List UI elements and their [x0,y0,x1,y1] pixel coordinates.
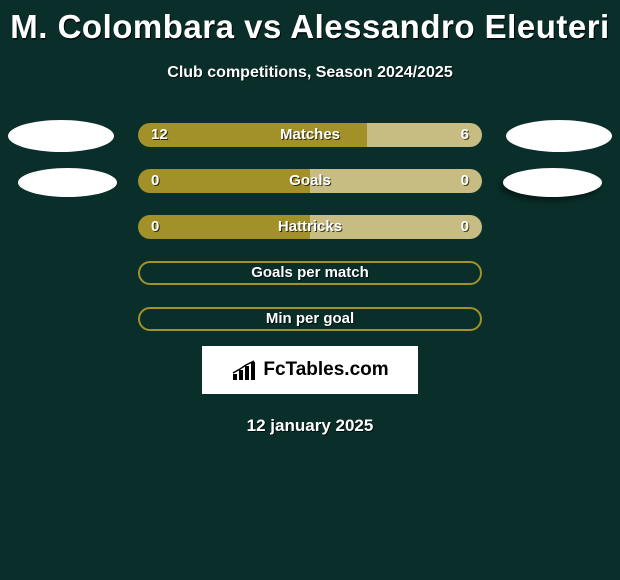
stat-row: 0 0 Hattricks [0,212,620,258]
stat-row: 12 6 Matches [0,120,620,166]
player-left-oval [8,120,114,152]
player-right-oval [506,120,612,152]
stat-label: Hattricks [138,215,482,239]
subtitle: Club competitions, Season 2024/2025 [0,64,620,82]
infographic-container: M. Colombara vs Alessandro Eleuteri Club… [0,0,620,580]
logo-text: FcTables.com [263,359,388,381]
stat-label: Min per goal [138,307,482,331]
stat-row: Min per goal [0,304,620,350]
stat-label: Matches [138,123,482,147]
page-title: M. Colombara vs Alessandro Eleuteri [0,0,620,46]
player-left-oval [18,168,117,197]
date: 12 january 2025 [0,416,620,436]
player-right-oval [503,168,602,197]
chart-icon [231,360,259,380]
stat-row: Goals per match [0,258,620,304]
stat-row: 0 0 Goals [0,166,620,212]
stat-rows: 12 6 Matches 0 0 Goals [0,120,620,350]
logo-box: FcTables.com [202,346,418,394]
stat-label: Goals per match [138,261,482,285]
stat-label: Goals [138,169,482,193]
